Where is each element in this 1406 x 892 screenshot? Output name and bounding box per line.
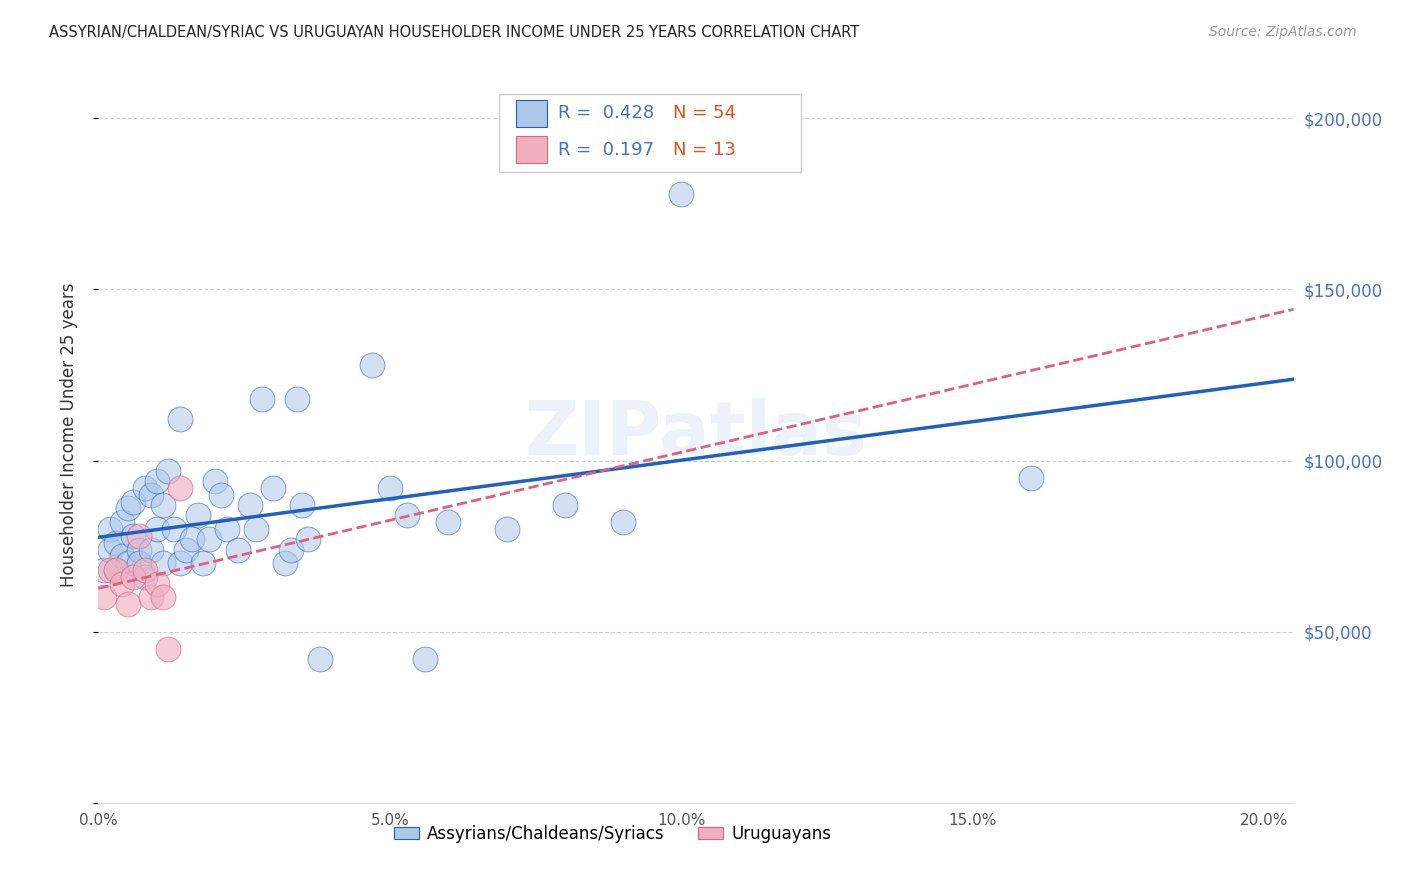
Point bbox=[204, 474, 226, 488]
Y-axis label: Householder Income Under 25 years: Householder Income Under 25 years bbox=[59, 283, 77, 587]
Point bbox=[239, 498, 262, 512]
Point bbox=[228, 542, 250, 557]
Point bbox=[198, 533, 221, 547]
Text: ASSYRIAN/CHALDEAN/SYRIAC VS URUGUAYAN HOUSEHOLDER INCOME UNDER 25 YEARS CORRELAT: ASSYRIAN/CHALDEAN/SYRIAC VS URUGUAYAN HO… bbox=[49, 25, 859, 40]
Point bbox=[612, 515, 634, 529]
Point bbox=[297, 533, 319, 547]
Point bbox=[285, 392, 308, 406]
Point bbox=[186, 508, 208, 523]
Point bbox=[145, 522, 167, 536]
Point bbox=[128, 542, 150, 557]
Point bbox=[134, 563, 156, 577]
Point bbox=[104, 535, 127, 549]
Point bbox=[117, 597, 139, 611]
Point bbox=[169, 412, 191, 426]
Point bbox=[193, 556, 215, 570]
Point bbox=[111, 576, 134, 591]
Point bbox=[413, 652, 436, 666]
Point bbox=[262, 481, 284, 495]
Point bbox=[145, 474, 167, 488]
Text: R =  0.197: R = 0.197 bbox=[558, 141, 654, 159]
Point bbox=[209, 488, 232, 502]
Point bbox=[291, 498, 314, 512]
Point bbox=[169, 556, 191, 570]
Point bbox=[117, 501, 139, 516]
Point bbox=[157, 464, 180, 478]
Point bbox=[152, 498, 174, 512]
Point bbox=[245, 522, 267, 536]
Point bbox=[554, 498, 576, 512]
Point bbox=[163, 522, 186, 536]
Legend: Assyrians/Chaldeans/Syriacs, Uruguayans: Assyrians/Chaldeans/Syriacs, Uruguayans bbox=[387, 818, 838, 850]
Point bbox=[274, 556, 297, 570]
Point bbox=[157, 641, 180, 656]
Point bbox=[122, 494, 145, 508]
Point bbox=[128, 529, 150, 543]
Point bbox=[361, 358, 384, 372]
Point bbox=[104, 563, 127, 577]
Point bbox=[396, 508, 419, 523]
Point bbox=[139, 591, 162, 605]
Point bbox=[215, 522, 238, 536]
Point bbox=[111, 549, 134, 564]
Text: Source: ZipAtlas.com: Source: ZipAtlas.com bbox=[1209, 25, 1357, 39]
Text: R =  0.428: R = 0.428 bbox=[558, 104, 654, 122]
Point bbox=[122, 529, 145, 543]
Point bbox=[93, 591, 115, 605]
Point bbox=[139, 542, 162, 557]
Point bbox=[495, 522, 517, 536]
Point bbox=[128, 556, 150, 570]
Point bbox=[250, 392, 273, 406]
Point bbox=[93, 563, 115, 577]
Point bbox=[134, 570, 156, 584]
Point bbox=[111, 515, 134, 529]
Text: ZIPatlas: ZIPatlas bbox=[524, 399, 868, 471]
Point bbox=[122, 570, 145, 584]
Point bbox=[104, 563, 127, 577]
Point bbox=[98, 522, 121, 536]
Point bbox=[152, 556, 174, 570]
Point bbox=[169, 481, 191, 495]
Point bbox=[174, 542, 197, 557]
Point bbox=[1019, 470, 1042, 484]
Text: N = 13: N = 13 bbox=[673, 141, 737, 159]
Point bbox=[139, 488, 162, 502]
Point bbox=[671, 186, 693, 201]
Point bbox=[98, 563, 121, 577]
Point bbox=[134, 481, 156, 495]
Text: N = 54: N = 54 bbox=[673, 104, 737, 122]
Point bbox=[309, 652, 332, 666]
Point bbox=[437, 515, 460, 529]
Point bbox=[280, 542, 302, 557]
Point bbox=[145, 576, 167, 591]
Point bbox=[98, 542, 121, 557]
Point bbox=[152, 591, 174, 605]
Point bbox=[117, 556, 139, 570]
Point bbox=[180, 533, 202, 547]
Point bbox=[378, 481, 401, 495]
